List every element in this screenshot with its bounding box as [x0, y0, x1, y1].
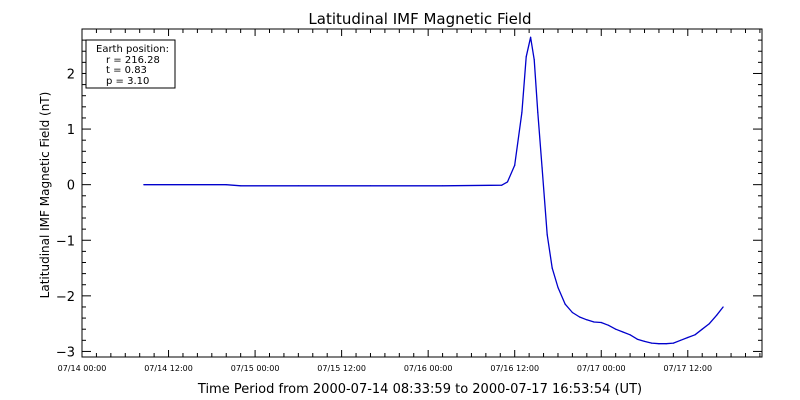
data-point: [533, 59, 535, 61]
data-point: [501, 184, 503, 186]
data-point: [579, 316, 581, 318]
x-tick-label: 07/17 12:00: [663, 364, 712, 373]
legend-box: Earth position: r = 216.28 t = 0.83 p = …: [85, 39, 176, 89]
data-point: [225, 184, 227, 186]
legend-frame: [85, 39, 176, 89]
legend-r: r = 216.28: [106, 55, 160, 66]
data-point: [546, 234, 548, 236]
x-ticks: 07/14 00:00 07/14 12:00 07/15 00:00 07/15 1…: [58, 29, 761, 373]
x-tick-label: 07/15 00:00: [231, 364, 280, 373]
data-point: [541, 167, 543, 169]
data-point: [530, 36, 532, 38]
legend-t: t = 0.83: [106, 65, 147, 76]
data-point: [571, 311, 574, 314]
data-point: [369, 185, 372, 187]
data-point: [716, 314, 718, 316]
data-point: [506, 181, 509, 183]
data-point: [143, 184, 145, 186]
data-point: [586, 319, 588, 321]
data-point: [442, 185, 444, 187]
data-point: [708, 323, 711, 325]
data-point: [651, 342, 653, 344]
data-point: [514, 164, 516, 166]
data-point: [672, 342, 675, 344]
data-point: [557, 286, 559, 289]
y-tick-label: 0: [67, 179, 75, 194]
data-point: [615, 328, 617, 330]
y-ticks: −3 −2 −1 0 1 2: [56, 39, 762, 360]
data-point: [665, 343, 667, 345]
y-tick-label: 1: [67, 123, 75, 138]
data-point: [607, 324, 610, 326]
data-point: [722, 306, 724, 308]
x-tick-label: 07/16 12:00: [490, 364, 539, 373]
y-tick-label: −3: [56, 345, 75, 360]
data-point: [240, 185, 242, 187]
data-point: [643, 340, 646, 342]
data-point: [537, 111, 539, 113]
legend-p: p = 3.10: [106, 76, 149, 87]
chart-title: Latitudinal IMF Magnetic Field: [308, 10, 531, 28]
x-tick-label: 07/17 00:00: [577, 364, 626, 373]
series-line: [143, 36, 724, 345]
y-tick-label: 2: [67, 67, 75, 82]
series-group: [143, 36, 724, 345]
y-axis-label-group: Latitudinal IMF Magnetic Field (nT): [38, 92, 52, 299]
x-tick-label: 07/14 00:00: [58, 364, 107, 373]
x-tick-label: 07/16 00:00: [404, 364, 453, 373]
y-tick-label: −2: [56, 290, 75, 305]
x-axis-label: Time Period from 2000-07-14 08:33:59 to …: [197, 382, 642, 397]
data-point: [658, 343, 660, 345]
data-point: [687, 336, 689, 339]
data-point: [622, 331, 624, 333]
y-axis-label: Latitudinal IMF Magnetic Field (nT): [38, 92, 52, 299]
x-tick-label: 07/14 12:00: [144, 364, 193, 373]
data-point: [701, 328, 703, 330]
data-point: [551, 267, 553, 269]
y-tick-label: −1: [56, 234, 75, 249]
x-tick-label: 07/15 12:00: [317, 364, 366, 373]
data-point: [636, 338, 638, 340]
data-point: [564, 303, 566, 305]
data-point: [297, 185, 299, 187]
data-point: [680, 339, 682, 341]
plot-frame: [81, 28, 763, 358]
data-point: [694, 334, 696, 336]
data-point: [600, 321, 602, 324]
legend-heading: Earth position:: [96, 44, 169, 55]
data-point: [629, 334, 631, 336]
data-point: [593, 321, 595, 323]
data-point: [521, 111, 523, 113]
data-point: [525, 56, 527, 58]
